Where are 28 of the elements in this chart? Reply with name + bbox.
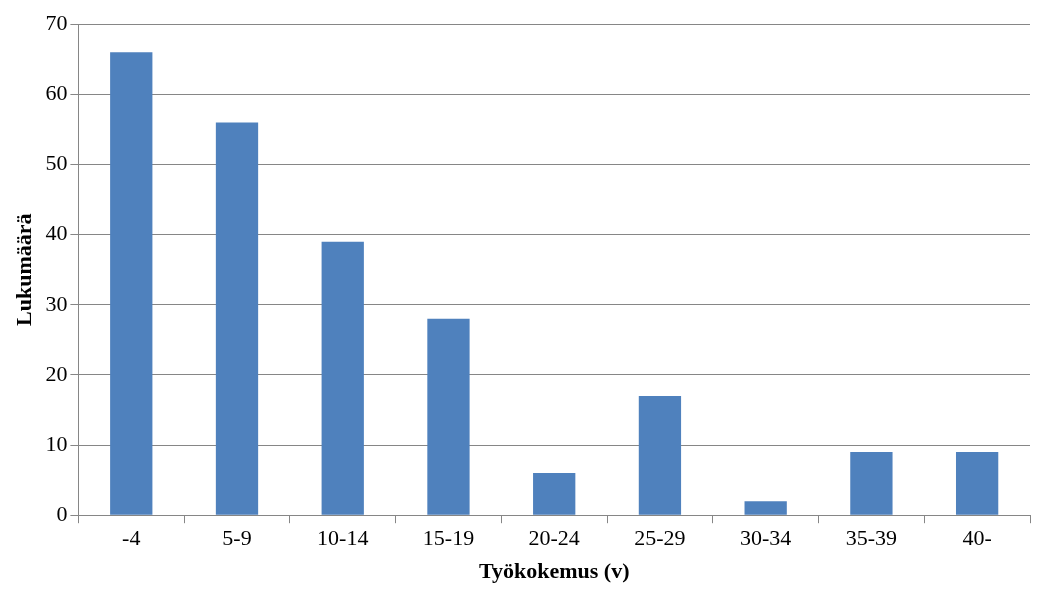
x-tick-label: 20-24 [528, 525, 580, 551]
y-tick-label: 40 [45, 220, 68, 246]
y-tick-label: 20 [45, 360, 68, 386]
x-tick-label: 10-14 [317, 525, 369, 551]
x-tick-label: 40- [962, 525, 992, 551]
x-tick-label: -4 [122, 525, 141, 551]
bar [321, 241, 364, 515]
bar [215, 122, 259, 515]
bar [955, 452, 999, 515]
y-tick-label: 10 [45, 430, 68, 456]
x-tick-label: 15-19 [422, 525, 475, 551]
y-tick-label: 30 [45, 290, 68, 316]
y-tick-label: 60 [45, 80, 68, 106]
x-tick-label: 5-9 [222, 525, 252, 551]
x-tick-label: 30-34 [740, 525, 792, 551]
bar [110, 52, 153, 515]
y-tick-label: 70 [45, 9, 68, 35]
y-tick-label: 50 [45, 150, 68, 176]
bar [850, 452, 893, 515]
bar [638, 395, 682, 515]
x-tick-label: 25-29 [634, 525, 686, 551]
bar [744, 501, 787, 515]
bar [427, 318, 470, 515]
x-tick-label: 35-39 [845, 525, 898, 551]
y-axis-title: Lukumäärä [10, 213, 36, 326]
y-tick-label: 0 [56, 500, 68, 526]
x-axis-title: Työkokemus (v) [478, 558, 630, 584]
bar [533, 473, 576, 515]
